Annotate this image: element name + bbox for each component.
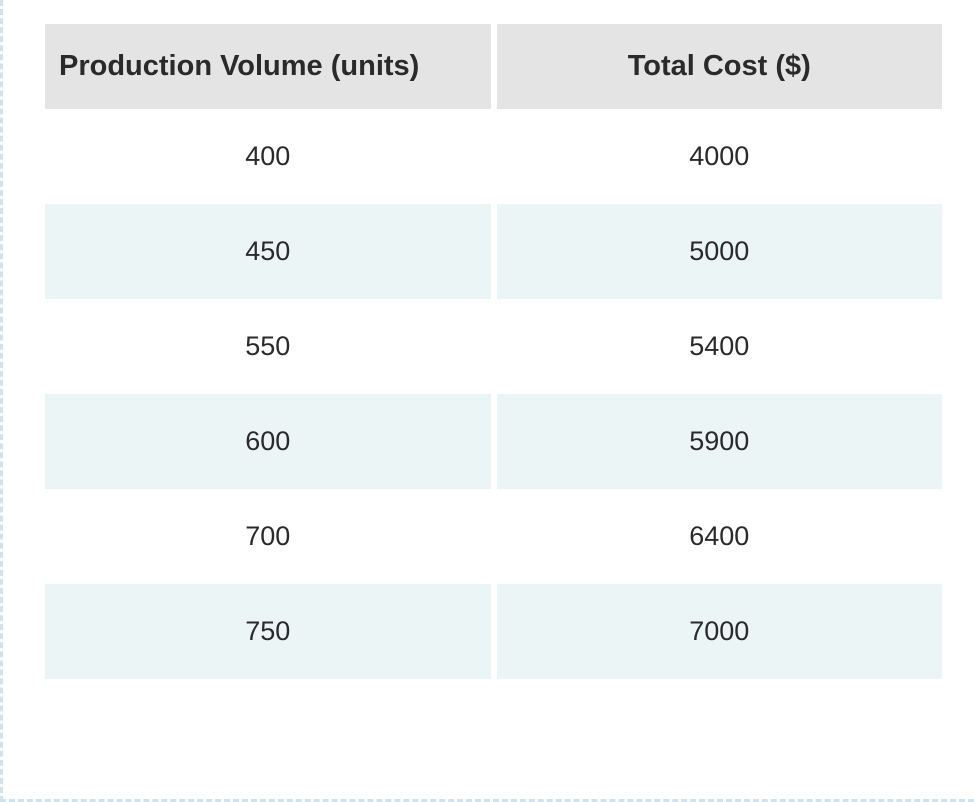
cell-volume: 550 [45,299,491,394]
cell-volume: 700 [45,489,491,584]
cell-cost: 5900 [497,394,943,489]
cell-volume: 600 [45,394,491,489]
cell-cost: 5400 [497,299,943,394]
column-header-cost: Total Cost ($) [497,24,943,109]
table-row: 400 4000 [45,109,942,204]
cell-volume: 750 [45,584,491,679]
table-container: Production Volume (units) Total Cost ($)… [0,0,974,802]
cell-cost: 4000 [497,109,943,204]
column-header-volume: Production Volume (units) [45,24,491,109]
cell-cost: 7000 [497,584,943,679]
table-row: 600 5900 [45,394,942,489]
cell-cost: 6400 [497,489,943,584]
cell-volume: 400 [45,109,491,204]
table-header-row: Production Volume (units) Total Cost ($) [45,24,942,109]
table-row: 550 5400 [45,299,942,394]
table-row: 450 5000 [45,204,942,299]
cost-table: Production Volume (units) Total Cost ($)… [39,24,948,679]
table-row: 700 6400 [45,489,942,584]
cell-cost: 5000 [497,204,943,299]
table-row: 750 7000 [45,584,942,679]
cell-volume: 450 [45,204,491,299]
